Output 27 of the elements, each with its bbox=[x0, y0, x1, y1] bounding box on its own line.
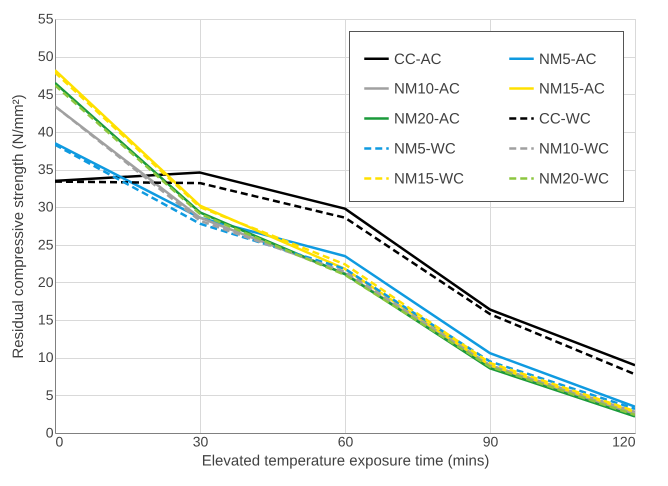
x-tick-label: 60 bbox=[338, 434, 354, 450]
legend-label: NM20-AC bbox=[394, 110, 460, 128]
x-tick-label: 90 bbox=[482, 434, 498, 450]
legend-label: NM15-AC bbox=[539, 80, 606, 98]
y-tick-label: 30 bbox=[38, 198, 54, 215]
legend-label: CC-WC bbox=[539, 110, 591, 128]
y-tick-label: 45 bbox=[38, 86, 54, 102]
y-tick-label: 10 bbox=[38, 349, 54, 366]
x-tick-label: 30 bbox=[192, 434, 208, 450]
y-tick-label: 40 bbox=[38, 123, 54, 140]
y-tick-label: 50 bbox=[38, 48, 54, 64]
legend-label: NM15-WC bbox=[394, 170, 464, 188]
legend-label: NM5-WC bbox=[394, 140, 456, 158]
x-axis-title: Elevated temperature exposure time (mins) bbox=[202, 452, 490, 470]
legend-label: NM5-AC bbox=[539, 50, 597, 68]
legend-label: NM10-AC bbox=[394, 80, 460, 98]
legend-label: CC-AC bbox=[394, 50, 442, 68]
x-tick-label: 120 bbox=[612, 434, 636, 450]
y-tick-label: 15 bbox=[38, 312, 54, 328]
y-tick-label: 5 bbox=[46, 386, 54, 403]
y-tick-label: 35 bbox=[38, 161, 54, 178]
y-axis-title: Residual compressive strength (N/mm²) bbox=[10, 94, 27, 359]
y-tick-label: 55 bbox=[38, 10, 54, 26]
legend-label: NM10-WC bbox=[539, 140, 610, 158]
y-tick-label: 25 bbox=[38, 236, 54, 252]
legend-label: NM20-WC bbox=[539, 170, 610, 188]
y-tick-label: 20 bbox=[38, 274, 54, 290]
